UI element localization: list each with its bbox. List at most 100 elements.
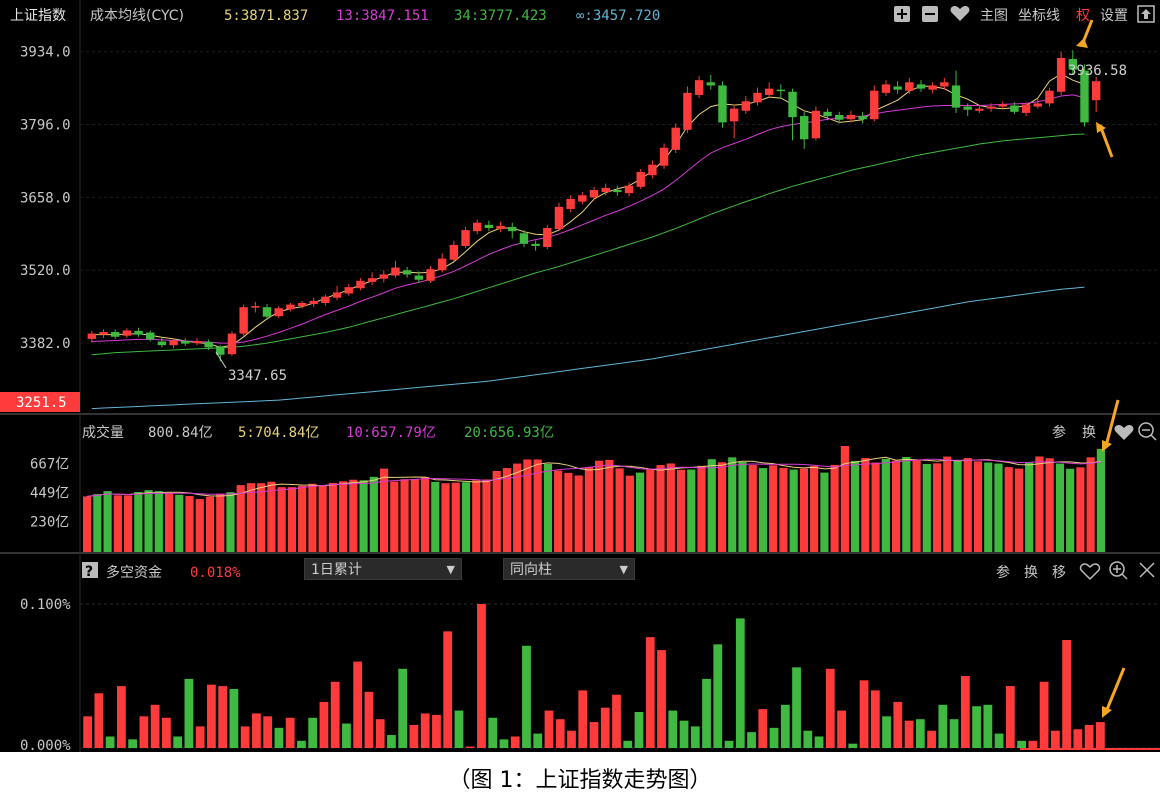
candle-body bbox=[1056, 57, 1066, 92]
volume-bar bbox=[820, 472, 829, 552]
fund-param-button[interactable]: 参 bbox=[996, 564, 1010, 581]
vol-switch-button[interactable]: 换 bbox=[1082, 424, 1096, 441]
candle-body bbox=[496, 225, 505, 230]
candle-body bbox=[729, 108, 739, 122]
fund-bar bbox=[735, 618, 745, 748]
vol-param-button[interactable]: 参 bbox=[1052, 424, 1066, 441]
volume-bar bbox=[236, 485, 245, 552]
fund-bar bbox=[859, 680, 869, 748]
volume-bar bbox=[973, 461, 983, 552]
volume-bar bbox=[666, 463, 675, 552]
volume-bar bbox=[328, 482, 337, 552]
fund-bar bbox=[173, 736, 183, 748]
fund-bar bbox=[848, 743, 858, 748]
fund-bar bbox=[342, 723, 351, 748]
volume-value: 800.84亿 bbox=[148, 425, 213, 441]
candle-body bbox=[928, 85, 937, 90]
volume-bar bbox=[390, 481, 399, 552]
toolbar-main-chart[interactable]: 主图 bbox=[980, 8, 1008, 24]
zoom-in-icon[interactable] bbox=[894, 6, 910, 22]
volume-bar bbox=[738, 461, 747, 552]
candle-body bbox=[800, 116, 809, 140]
volume-bar bbox=[185, 496, 194, 552]
candle-body bbox=[706, 82, 715, 86]
help-icon[interactable] bbox=[82, 562, 98, 578]
fund-bar bbox=[904, 720, 914, 748]
volume-bar bbox=[533, 459, 542, 552]
candle-body bbox=[251, 306, 260, 308]
vol-zoom-out-icon[interactable] bbox=[1138, 422, 1157, 441]
candle-body bbox=[998, 104, 1007, 107]
fund-bar bbox=[960, 676, 970, 748]
ma-line-34 bbox=[91, 133, 1085, 356]
volume-bar bbox=[932, 463, 942, 552]
candle-body bbox=[1068, 59, 1078, 70]
volume-bar bbox=[1066, 468, 1075, 552]
volume-bar bbox=[420, 477, 430, 552]
favorite-icon[interactable] bbox=[950, 6, 970, 21]
volume-bar bbox=[769, 465, 778, 552]
candle-body bbox=[823, 111, 832, 117]
zoom-out-icon[interactable] bbox=[922, 6, 938, 22]
fund-bar bbox=[297, 740, 306, 748]
volume-bar bbox=[205, 496, 215, 552]
fund-bar bbox=[758, 709, 768, 748]
fund-bar bbox=[555, 719, 565, 748]
export-icon[interactable] bbox=[1137, 5, 1155, 23]
volume-bar bbox=[902, 456, 911, 552]
candle-body bbox=[473, 222, 482, 232]
fund-bar bbox=[657, 650, 666, 748]
fund-zoom-in-icon[interactable] bbox=[1109, 561, 1128, 580]
fund-bar bbox=[285, 717, 295, 748]
fund-switch-button[interactable]: 换 bbox=[1024, 564, 1038, 581]
candle-body bbox=[332, 292, 342, 298]
candle-body bbox=[356, 280, 365, 289]
fund-bar bbox=[499, 739, 509, 748]
toolbar-crosshair[interactable]: 坐标线 bbox=[1018, 8, 1060, 24]
fund-plot bbox=[83, 604, 1160, 750]
bar-mode-dropdown[interactable]: 同向柱 ▼ bbox=[503, 558, 635, 580]
candle-body bbox=[1045, 90, 1054, 104]
candle-body bbox=[239, 307, 248, 334]
fund-bar bbox=[623, 740, 633, 748]
candle-body bbox=[975, 108, 984, 111]
fund-bar bbox=[803, 730, 813, 748]
candle-body bbox=[110, 332, 120, 337]
fund-bar bbox=[252, 713, 261, 748]
fund-close-icon[interactable] bbox=[1139, 562, 1155, 578]
toolbar-rights[interactable]: 权 bbox=[1076, 8, 1090, 24]
toolbar-settings[interactable]: 设置 bbox=[1100, 8, 1128, 24]
candle-body bbox=[508, 226, 517, 232]
candle-body bbox=[146, 332, 155, 340]
volume-bar bbox=[554, 470, 563, 552]
figure-caption: （图 1：上证指数走势图） bbox=[448, 768, 712, 793]
fund-bar bbox=[139, 716, 149, 748]
candle-body bbox=[157, 341, 167, 346]
candle-body bbox=[227, 333, 237, 355]
volume-bar bbox=[461, 482, 471, 552]
fund-bar bbox=[240, 726, 250, 748]
volume-bar bbox=[298, 485, 307, 552]
candle-body bbox=[986, 106, 996, 109]
fund-bar bbox=[612, 694, 621, 748]
fund-bar bbox=[949, 719, 959, 748]
low-pointer bbox=[215, 351, 227, 369]
volume-bar bbox=[246, 483, 256, 552]
fund-bar bbox=[488, 717, 498, 748]
fund-move-button[interactable]: 移 bbox=[1052, 565, 1066, 581]
candle-body bbox=[379, 274, 388, 279]
low-annotation: 3347.65 bbox=[228, 368, 287, 384]
volume-bar bbox=[216, 493, 225, 552]
vol-favorite-icon[interactable] bbox=[1114, 425, 1134, 440]
fund-bar bbox=[938, 704, 948, 748]
fund-favorite-icon[interactable] bbox=[1079, 563, 1101, 581]
volume-bar bbox=[963, 458, 972, 552]
fund-bar bbox=[420, 713, 430, 748]
accumulate-dropdown[interactable]: 1日累计 ▼ bbox=[304, 558, 462, 580]
candle-body bbox=[216, 346, 225, 355]
volume-bar bbox=[410, 478, 419, 552]
fund-bar bbox=[128, 739, 138, 748]
fund-bar bbox=[308, 717, 318, 748]
fund-bar bbox=[1050, 730, 1060, 748]
volume-bar bbox=[93, 494, 102, 552]
